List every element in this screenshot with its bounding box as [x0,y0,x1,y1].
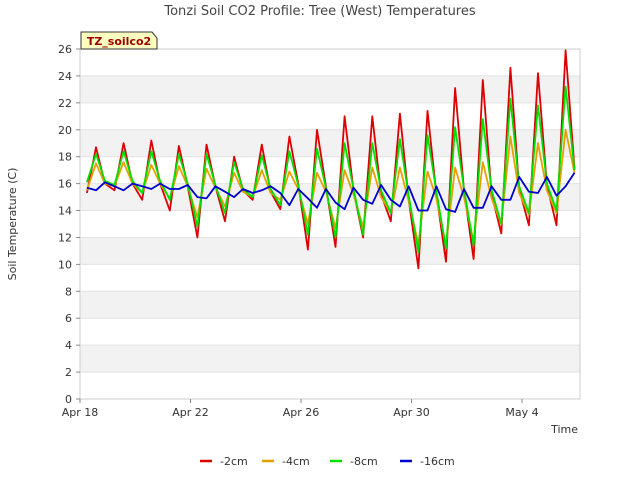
x-tick-label: Apr 18 [62,406,99,419]
y-axis-label: Soil Temperature (C) [6,168,19,281]
grid-band [80,264,580,292]
series-line [86,172,576,213]
legend: -2cm -4cm -8cm -16cm [200,455,455,468]
y-tick-label: 2 [65,366,72,379]
grid-band [80,345,580,373]
plot-area [79,48,581,400]
chart-title: Tonzi Soil CO2 Profile: Tree (West) Temp… [163,4,476,19]
legend-label: -2cm [220,455,248,468]
station-label: TZ_soilco2 [87,35,151,48]
x-tick-label: Apr 30 [393,406,430,419]
y-tick-label: 0 [65,393,72,406]
y-tick-label: 20 [58,124,72,137]
grid-band [80,372,580,399]
y-tick-label: 22 [58,97,72,110]
grid-band [80,102,580,130]
grid-band [80,291,580,319]
series-lines [86,49,576,270]
y-tick-label: 12 [58,231,72,244]
series-line [86,85,576,254]
legend-label: -16cm [420,455,455,468]
y-tick-label: 24 [58,70,72,83]
x-tick-label: Apr 22 [172,406,209,419]
y-tick-label: 26 [58,43,72,56]
y-tick-label: 18 [58,151,72,164]
y-tick-label: 16 [58,178,72,191]
x-axis-label: Time [550,423,578,436]
grid-band [80,129,580,157]
legend-label: -4cm [282,455,310,468]
y-tick-label: 10 [58,258,72,271]
legend-label: -8cm [350,455,378,468]
y-tick-label: 14 [58,205,72,218]
y-tick-label: 4 [65,339,72,352]
y-tick-label: 8 [65,285,72,298]
grid-band [80,237,580,265]
x-tick-label: May 4 [505,406,538,419]
y-tick-label: 6 [65,312,72,325]
grid-band [80,156,580,184]
x-axis: Apr 18 Apr 22 Apr 26 Apr 30 May 4 [62,399,539,419]
station-label-box: TZ_soilco2 [80,31,158,50]
plot-background [80,48,580,400]
grid-band [80,318,580,346]
grid-band [80,49,580,76]
x-tick-label: Apr 26 [283,406,320,419]
grid-band [80,75,580,103]
